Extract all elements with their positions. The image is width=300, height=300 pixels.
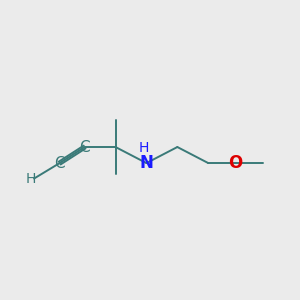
- Text: O: O: [229, 154, 243, 172]
- Text: H: H: [26, 172, 36, 185]
- Text: N: N: [140, 154, 153, 172]
- Text: C: C: [54, 156, 65, 171]
- Text: H: H: [139, 141, 149, 154]
- Text: C: C: [79, 140, 90, 154]
